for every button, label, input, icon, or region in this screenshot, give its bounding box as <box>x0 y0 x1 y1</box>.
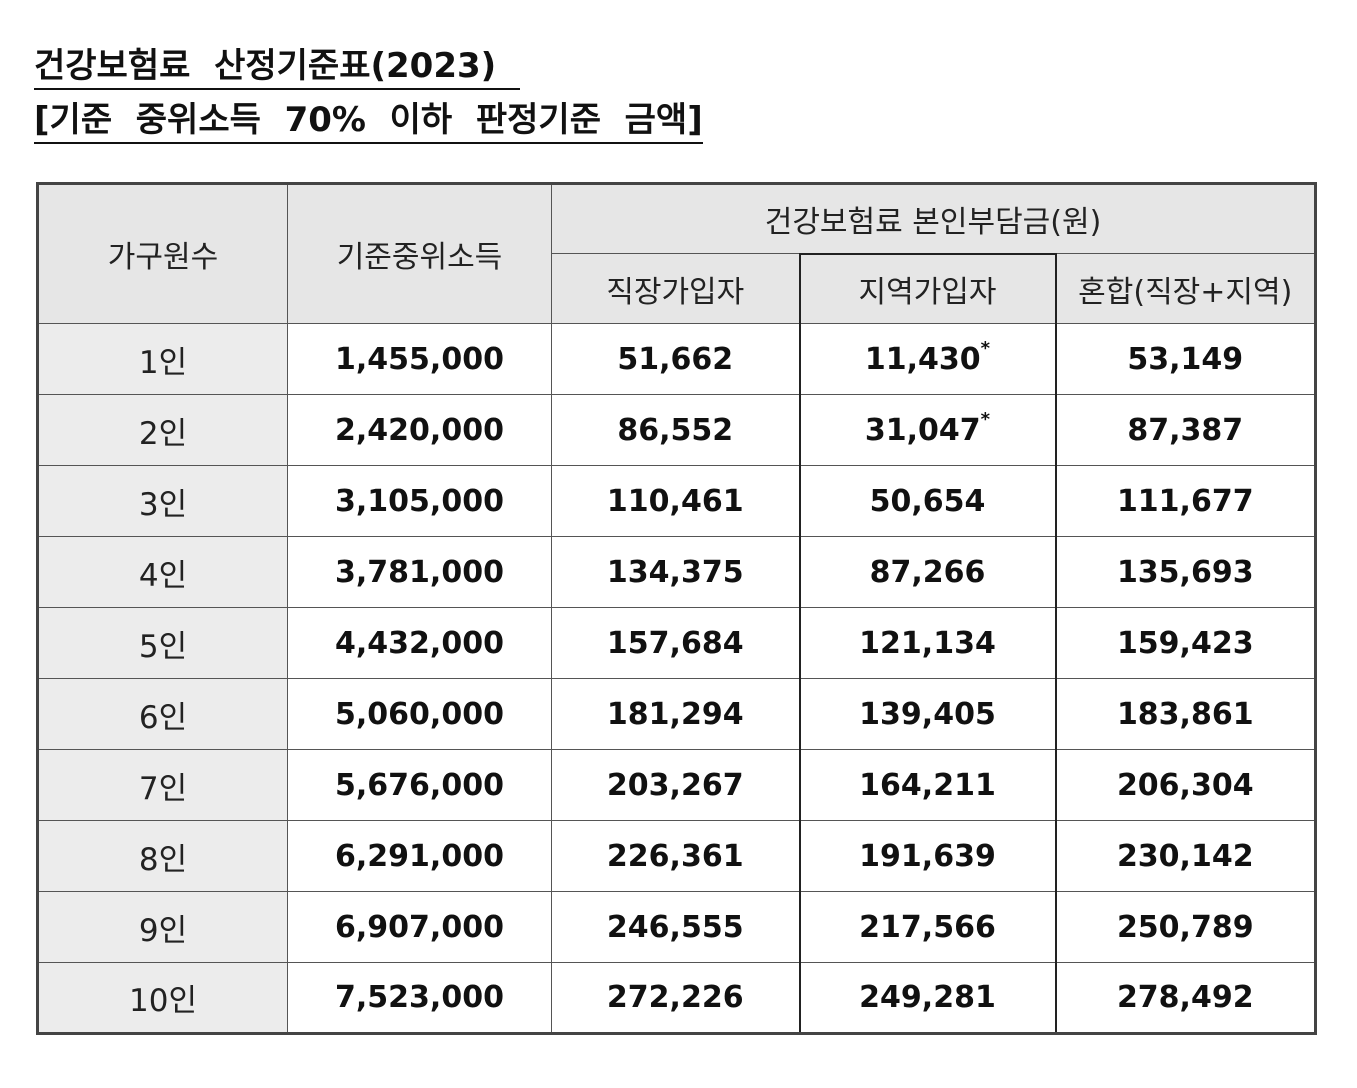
regional-premium-cell: 50,654 <box>798 465 1057 537</box>
household-size-cell: 4인 <box>37 536 288 608</box>
header-mixed: 혼합(직장+지역) <box>1054 253 1317 324</box>
regional-premium-cell: 139,405 <box>798 678 1057 750</box>
header-premium-group: 건강보험료 본인부담금(원) <box>550 183 1317 254</box>
median-income-cell: 2,420,000 <box>287 394 552 466</box>
mixed-premium-cell: 206,304 <box>1054 749 1317 821</box>
household-size-cell: 5인 <box>37 607 288 679</box>
regional-premium-value: 217,566 <box>859 909 996 945</box>
employee-premium-cell: 181,294 <box>551 678 800 750</box>
mixed-premium-cell: 250,789 <box>1054 891 1317 963</box>
mixed-premium-cell: 87,387 <box>1054 394 1317 466</box>
regional-premium-value: 87,266 <box>869 554 986 590</box>
employee-premium-cell: 157,684 <box>551 607 800 679</box>
regional-premium-value: 164,211 <box>859 767 996 803</box>
table-row: 5인 4,432,000 157,684 121,134 159,423 <box>37 607 1317 679</box>
employee-premium-cell: 51,662 <box>551 323 800 395</box>
regional-premium-cell: 11,430* <box>798 323 1057 395</box>
table-body: 1인 1,455,000 51,662 11,430* 53,149 2인 2,420,00… <box>37 323 1317 1035</box>
household-size-cell: 7인 <box>37 749 288 821</box>
regional-premium-value: 11,430 <box>864 341 981 377</box>
employee-premium-cell: 226,361 <box>551 820 800 892</box>
household-size-cell: 2인 <box>37 394 288 466</box>
table-row: 6인 5,060,000 181,294 139,405 183,861 <box>37 678 1317 750</box>
regional-premium-value: 31,047 <box>864 412 981 448</box>
table-row: 1인 1,455,000 51,662 11,430* 53,149 <box>37 323 1317 395</box>
employee-premium-cell: 86,552 <box>551 394 800 466</box>
table-row: 9인 6,907,000 246,555 217,566 250,789 <box>37 891 1317 963</box>
employee-premium-cell: 272,226 <box>551 962 800 1034</box>
median-income-cell: 3,781,000 <box>287 536 552 608</box>
regional-premium-value: 191,639 <box>859 838 996 874</box>
household-size-cell: 9인 <box>37 891 288 963</box>
regional-premium-value: 249,281 <box>859 980 996 1015</box>
mixed-premium-cell: 159,423 <box>1054 607 1317 679</box>
regional-premium-cell: 249,281 <box>798 962 1057 1035</box>
header-median-income: 기준중위소득 <box>287 183 552 324</box>
median-income-cell: 3,105,000 <box>287 465 552 537</box>
regional-premium-cell: 121,134 <box>798 607 1057 679</box>
median-income-cell: 5,060,000 <box>287 678 552 750</box>
regional-premium-cell: 31,047* <box>798 394 1057 466</box>
household-size-cell: 1인 <box>37 323 288 395</box>
household-size-cell: 8인 <box>37 820 288 892</box>
median-income-cell: 6,291,000 <box>287 820 552 892</box>
table-row: 2인 2,420,000 86,552 31,047* 87,387 <box>37 394 1317 466</box>
median-income-cell: 4,432,000 <box>287 607 552 679</box>
mixed-premium-cell: 53,149 <box>1054 323 1317 395</box>
regional-premium-cell: 191,639 <box>798 820 1057 892</box>
median-income-cell: 5,676,000 <box>287 749 552 821</box>
header-household-size: 가구원수 <box>37 183 288 324</box>
table-row: 10인 7,523,000 272,226 249,281 278,492 <box>37 962 1317 1035</box>
household-size-cell: 6인 <box>37 678 288 750</box>
mixed-premium-cell: 183,861 <box>1054 678 1317 750</box>
mixed-premium-cell: 278,492 <box>1054 962 1317 1034</box>
employee-premium-cell: 110,461 <box>551 465 800 537</box>
header-employee: 직장가입자 <box>551 253 800 324</box>
footnote-asterisk: * <box>980 408 991 430</box>
household-size-cell: 10인 <box>37 962 288 1034</box>
mixed-premium-cell: 230,142 <box>1054 820 1317 892</box>
median-income-cell: 7,523,000 <box>287 962 552 1034</box>
table-row: 3인 3,105,000 110,461 50,654 111,677 <box>37 465 1317 537</box>
regional-premium-value: 121,134 <box>859 625 996 661</box>
employee-premium-cell: 246,555 <box>551 891 800 963</box>
regional-premium-cell: 87,266 <box>798 536 1057 608</box>
household-size-cell: 3인 <box>37 465 288 537</box>
employee-premium-cell: 203,267 <box>551 749 800 821</box>
median-income-cell: 6,907,000 <box>287 891 552 963</box>
regional-premium-cell: 217,566 <box>798 891 1057 963</box>
header-regional: 지역가입자 <box>798 252 1057 324</box>
mixed-premium-cell: 111,677 <box>1054 465 1317 537</box>
employee-premium-cell: 134,375 <box>551 536 800 608</box>
regional-premium-value: 50,654 <box>869 483 986 519</box>
premium-criteria-table: 가구원수 기준중위소득 건강보험료 본인부담금(원) 직장가입자 지역가입자 혼… <box>36 182 1318 1035</box>
mixed-premium-cell: 135,693 <box>1054 536 1317 608</box>
table-row: 7인 5,676,000 203,267 164,211 206,304 <box>37 749 1317 821</box>
page-title: 건강보험료 산정기준표(2023) <box>34 44 520 90</box>
regional-premium-value: 139,405 <box>859 696 996 732</box>
regional-premium-cell: 164,211 <box>798 749 1057 821</box>
table-row: 8인 6,291,000 226,361 191,639 230,142 <box>37 820 1317 892</box>
median-income-cell: 1,455,000 <box>287 323 552 395</box>
table-row: 4인 3,781,000 134,375 87,266 135,693 <box>37 536 1317 608</box>
page-subtitle: [기준 중위소득 70% 이하 판정기준 금액] <box>34 98 703 144</box>
footnote-asterisk: * <box>980 337 991 359</box>
